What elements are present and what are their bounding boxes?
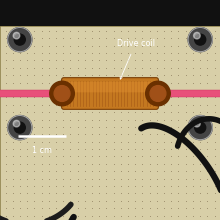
FancyBboxPatch shape: [62, 78, 158, 109]
Circle shape: [13, 32, 20, 39]
Circle shape: [188, 28, 212, 52]
Circle shape: [8, 28, 32, 52]
Circle shape: [14, 122, 25, 133]
Circle shape: [195, 34, 206, 45]
Bar: [0, 26, 220, 220]
FancyBboxPatch shape: [67, 82, 153, 92]
Circle shape: [150, 86, 166, 101]
Text: 1 cm: 1 cm: [32, 146, 52, 155]
Circle shape: [194, 32, 200, 39]
Text: Drive coil: Drive coil: [117, 39, 155, 48]
Circle shape: [54, 86, 70, 101]
Circle shape: [188, 116, 212, 140]
Circle shape: [8, 116, 32, 140]
Circle shape: [50, 81, 74, 106]
Circle shape: [194, 120, 200, 127]
Circle shape: [14, 34, 25, 45]
Circle shape: [146, 81, 170, 106]
Bar: [0, 90, 220, 97]
Bar: [0, 0, 220, 26]
Circle shape: [195, 122, 206, 133]
Circle shape: [13, 120, 20, 127]
